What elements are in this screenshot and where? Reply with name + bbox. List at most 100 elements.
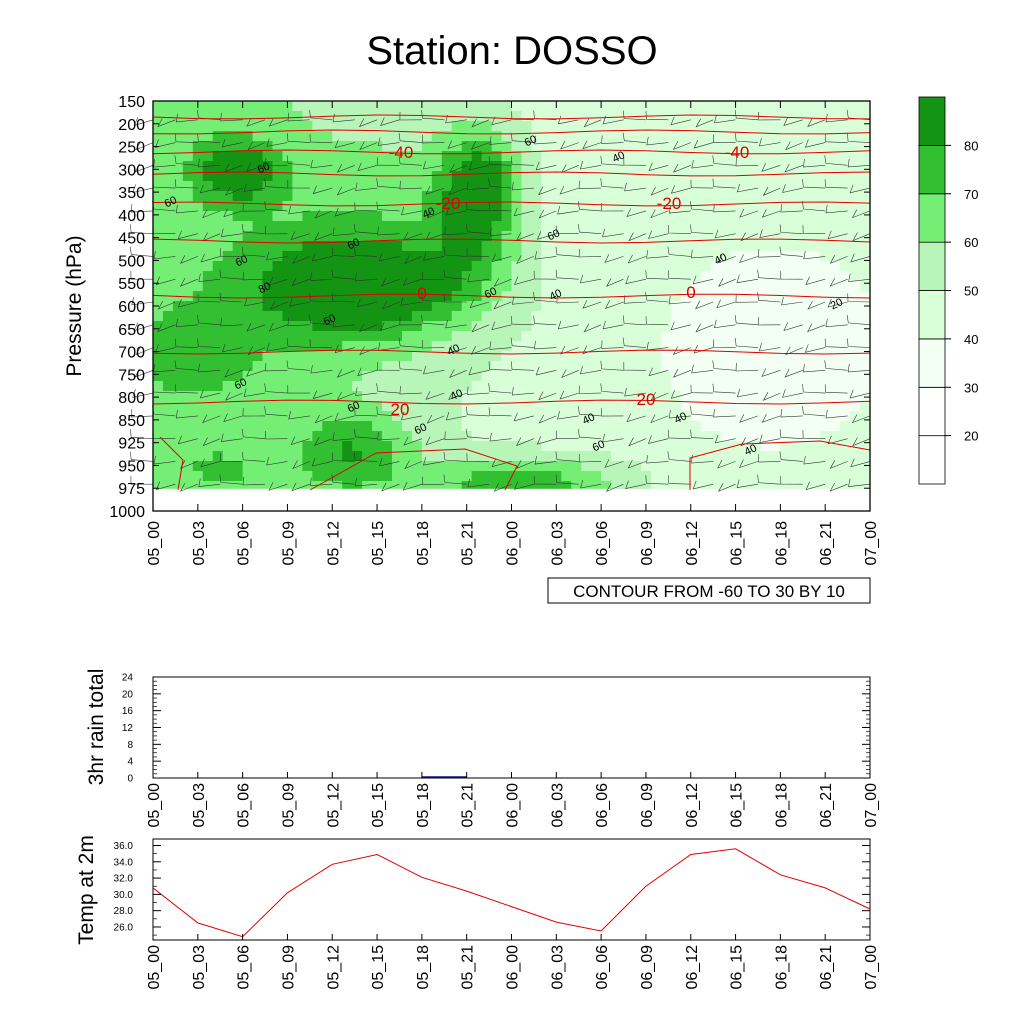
humidity-cell (720, 371, 732, 382)
humidity-cell (700, 321, 712, 332)
humidity-cell (670, 131, 682, 142)
humidity-cell (631, 371, 642, 382)
humidity-cell (571, 441, 582, 452)
humidity-cell (451, 171, 463, 182)
humidity-cell (660, 291, 672, 302)
humidity-cell (640, 121, 652, 132)
humidity-cell (392, 351, 403, 362)
humidity-cell (441, 351, 453, 362)
humidity-cell (421, 191, 433, 202)
humidity-cell (830, 361, 841, 372)
info-box-label: CONTOUR FROM -60 TO 30 BY 10 (573, 582, 845, 601)
humidity-cell (780, 471, 791, 482)
humidity-cell (561, 121, 572, 132)
humidity-cell (461, 301, 473, 312)
humidity-cell (770, 291, 781, 302)
wind-barb (225, 391, 243, 401)
humidity-cell (840, 241, 851, 252)
humidity-cell (481, 271, 493, 282)
humidity-cell (232, 151, 244, 162)
wind-barb (445, 411, 467, 421)
humidity-cell (242, 361, 254, 372)
humidity-cell (421, 151, 433, 162)
wind-barb (561, 369, 579, 379)
wind-barb (247, 141, 266, 151)
humidity-cell (860, 181, 871, 192)
wind-barb (667, 246, 691, 257)
humidity-cell (790, 191, 801, 202)
humidity-cell (411, 241, 423, 252)
humidity-cell (332, 101, 343, 112)
humidity-cell (242, 461, 254, 472)
humidity-cell (242, 441, 254, 452)
contour-label: 60 (163, 194, 179, 210)
wind-barb (670, 390, 691, 399)
humidity-cell (242, 171, 254, 182)
humidity-cell (581, 141, 592, 152)
humidity-cell (262, 281, 274, 292)
humidity-cell (511, 171, 523, 182)
humidity-cell (401, 441, 413, 452)
wind-barb (179, 277, 198, 287)
humidity-cell (302, 261, 313, 272)
humidity-cell (302, 311, 313, 322)
humidity-cell (601, 191, 612, 202)
wind-barb (803, 455, 826, 465)
humidity-cell (352, 211, 363, 222)
wind-barb (266, 251, 288, 261)
humidity-cell (790, 161, 801, 172)
humidity-cell (710, 171, 722, 182)
humidity-cell (491, 151, 503, 162)
humidity-cell (780, 111, 791, 122)
temperature-isoline (309, 448, 518, 491)
humidity-cell (401, 111, 413, 122)
humidity-cell (272, 471, 284, 482)
humidity-cell (670, 271, 682, 282)
rain-x-label: 05_03 (191, 783, 208, 828)
humidity-cell (153, 381, 164, 392)
humidity-cell (471, 181, 483, 192)
wind-barb (782, 389, 803, 398)
humidity-cell (621, 181, 632, 192)
humidity-cell (551, 251, 562, 262)
humidity-cell (670, 421, 682, 432)
pressure-tick-label: 975 (118, 481, 145, 498)
humidity-cell (790, 461, 801, 472)
humidity-cell (521, 401, 533, 412)
humidity-cell (720, 101, 732, 112)
humidity-cell (740, 481, 752, 489)
humidity-cell (511, 181, 523, 192)
humidity-cell (680, 431, 692, 442)
humidity-cell (830, 401, 841, 412)
humidity-cell (770, 441, 781, 452)
wind-barb (493, 277, 512, 287)
humidity-cell (421, 441, 433, 452)
humidity-cell (222, 331, 234, 342)
humidity-cell (471, 471, 483, 482)
humidity-cell (720, 141, 732, 152)
humidity-cell (162, 181, 174, 192)
humidity-cell (680, 161, 692, 172)
humidity-cell (710, 391, 722, 402)
humidity-cell (740, 271, 752, 282)
humidity-cell (690, 261, 702, 272)
humidity-cell (640, 331, 652, 342)
wind-barb (827, 298, 848, 308)
humidity-cell (800, 391, 811, 402)
humidity-cell (242, 381, 254, 392)
humidity-cell (650, 281, 662, 292)
humidity-cell (202, 301, 214, 312)
humidity-cell (431, 471, 443, 482)
wind-barb (354, 202, 378, 212)
humidity-cell (451, 251, 463, 262)
humidity-cell (162, 111, 174, 122)
humidity-cell (431, 451, 443, 462)
humidity-cell (232, 411, 244, 422)
humidity-cell (172, 161, 184, 172)
humidity-cell (202, 281, 214, 292)
humidity-cell (860, 251, 871, 262)
wind-barb (628, 232, 647, 242)
humidity-cell (461, 141, 473, 152)
humidity-cell (770, 461, 781, 472)
humidity-cell (352, 231, 363, 242)
